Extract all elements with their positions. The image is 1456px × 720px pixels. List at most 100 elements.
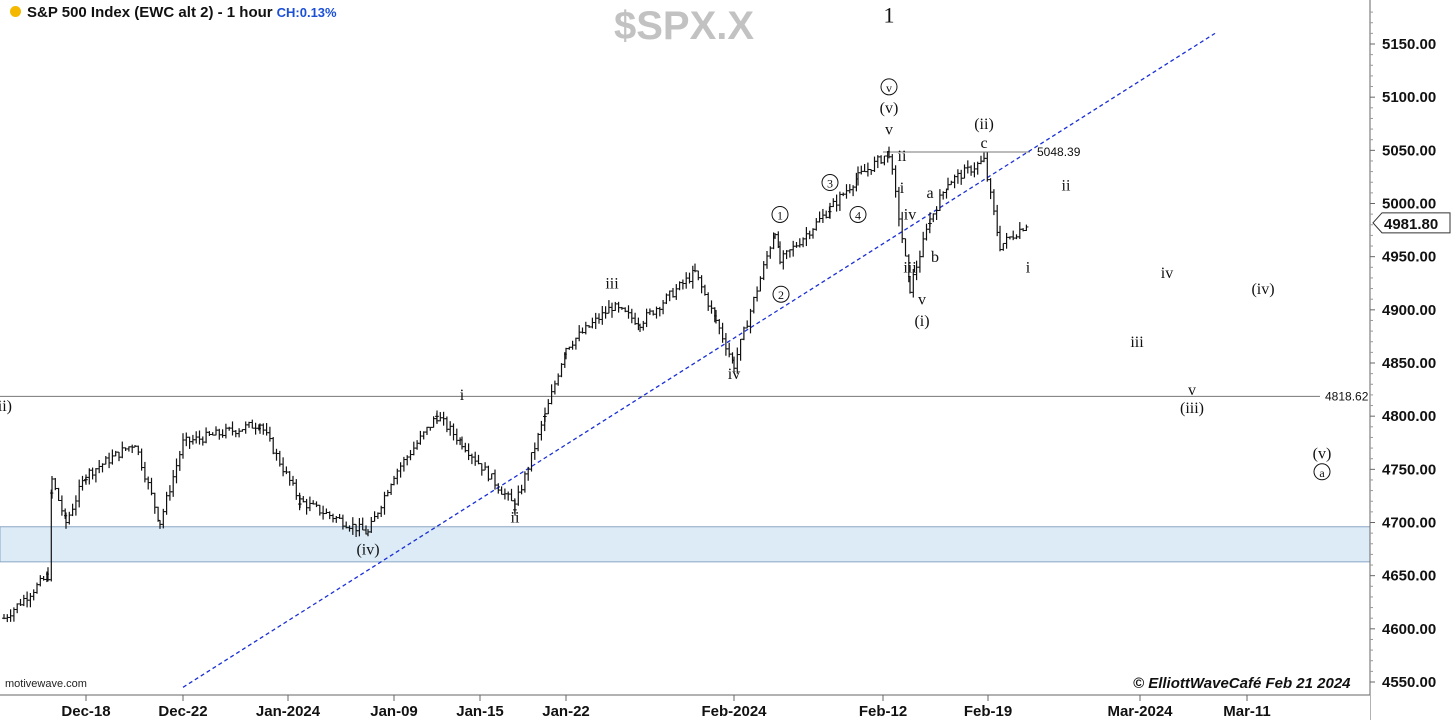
price-bar (671, 287, 675, 298)
price-bar (556, 373, 561, 386)
price-bar (893, 165, 898, 198)
wave-label: b (931, 249, 939, 266)
price-bar (324, 508, 329, 515)
price-bar (408, 449, 413, 461)
price-bar (120, 441, 125, 459)
price-bar (200, 436, 205, 446)
y-tick-label: 4700.00 (1382, 515, 1436, 532)
price-bar (479, 463, 484, 476)
wave-label: (iv) (1251, 281, 1274, 298)
last-price-badge (1372, 212, 1451, 234)
price-bar (398, 462, 403, 478)
platform-credit: motivewave.com (5, 678, 87, 690)
price-bar (804, 227, 809, 247)
price-bar (937, 189, 942, 211)
price-bar (15, 603, 20, 614)
price-bar (755, 286, 760, 302)
price-bar (684, 272, 689, 289)
price-bar (454, 428, 459, 445)
price-bar (304, 498, 309, 515)
price-bar (761, 261, 766, 281)
price-bar (431, 416, 436, 428)
wave-label: (iii) (0, 398, 12, 415)
price-bar (274, 448, 279, 461)
wave-label-circle (849, 205, 867, 223)
price-bar (1004, 232, 1009, 249)
x-tick-label: Mar-2024 (1107, 703, 1173, 720)
price-bar (174, 458, 179, 484)
price-bar (444, 416, 449, 433)
trendline[interactable] (182, 32, 1216, 688)
last-price-label: 4981.80 (1384, 216, 1438, 233)
price-bar (418, 430, 423, 445)
wave-label: 2 (778, 288, 784, 302)
price-bar (314, 501, 319, 508)
price-bar (214, 426, 218, 436)
wave-label: iv (1161, 265, 1173, 282)
wave-label: (iv) (356, 541, 379, 558)
wave-label: 1 (884, 3, 895, 28)
price-bar (613, 301, 618, 312)
x-tick-label: Dec-18 (61, 703, 110, 720)
price-bar (872, 156, 877, 172)
price-bar (745, 320, 750, 329)
level-label-5048: 5048.39 (1037, 145, 1081, 159)
price-bar (882, 155, 887, 166)
x-tick-label: Jan-2024 (256, 703, 321, 720)
price-bar (706, 292, 711, 311)
copyright-text: © ElliottWaveCafé Feb 21 2024 (1133, 675, 1351, 692)
price-bar (847, 184, 852, 194)
x-tick-label: Jan-15 (456, 703, 504, 720)
price-bar (448, 421, 453, 436)
price-bar (435, 410, 439, 424)
price-bar (184, 432, 189, 447)
chart-header: S&P 500 Index (EWC alt 2) - 1 hour CH:0.1… (10, 4, 337, 21)
wave-label-circle (1313, 463, 1331, 481)
wave-label: 3 (827, 177, 833, 191)
price-bar (765, 250, 769, 269)
y-tick-label: 4750.00 (1382, 461, 1436, 478)
price-bar (859, 165, 864, 175)
price-bar (934, 206, 939, 220)
price-bar (107, 452, 112, 469)
wave-label-circle (821, 174, 839, 192)
price-bar (727, 342, 732, 358)
price-bar (451, 423, 456, 441)
price-bar (641, 320, 646, 331)
price-bar (674, 284, 679, 300)
price-bar (67, 511, 72, 525)
price-bar (1011, 230, 1016, 241)
price-bar (493, 469, 497, 490)
x-tick-label: Dec-22 (158, 703, 207, 720)
price-bar (298, 494, 302, 508)
wave-label: (v) (880, 100, 899, 117)
wave-label: c (980, 135, 987, 152)
wave-label: (v) (1313, 446, 1332, 463)
price-bar (317, 504, 322, 516)
price-bar (979, 155, 983, 165)
price-bar (187, 436, 192, 449)
price-bar (321, 505, 326, 520)
y-tick-label: 4800.00 (1382, 408, 1436, 425)
price-bar (593, 312, 598, 330)
price-bar (751, 296, 756, 314)
price-bar (230, 421, 235, 436)
price-bar (539, 420, 544, 441)
price-bar (80, 475, 85, 491)
price-bar (820, 208, 825, 223)
price-bar (506, 491, 511, 501)
price-bar (924, 223, 929, 241)
price-bar (59, 495, 64, 516)
wave-label: i (1026, 260, 1031, 277)
price-bar (597, 313, 601, 324)
price-bar (425, 426, 429, 436)
wave-label: 1 (777, 208, 783, 222)
price-bar (93, 468, 98, 483)
price-bar (577, 325, 582, 342)
price-bar (483, 462, 488, 471)
price-bar (741, 326, 746, 341)
price-bar (271, 436, 276, 455)
price-bar (499, 486, 504, 495)
x-tick-label: Mar-11 (1223, 703, 1271, 720)
